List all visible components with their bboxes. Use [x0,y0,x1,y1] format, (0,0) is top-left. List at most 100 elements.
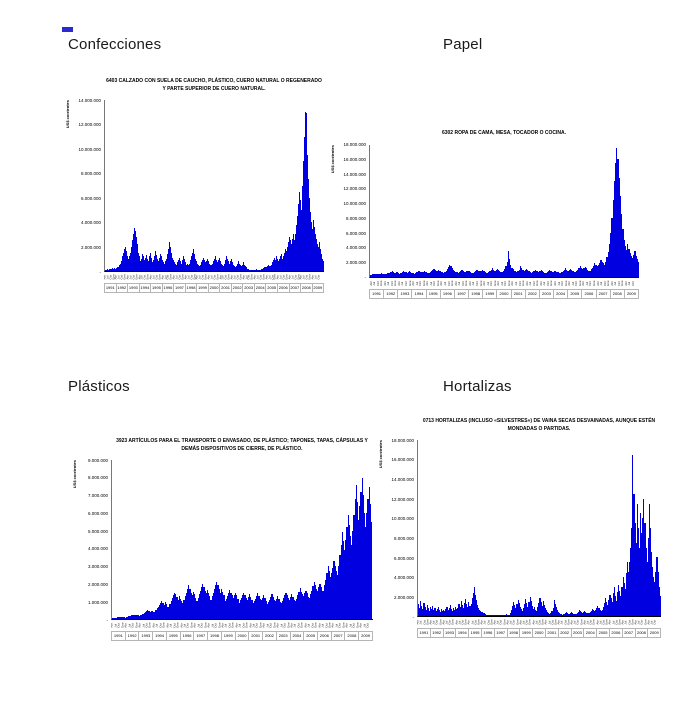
bar [571,269,573,277]
year-label: 2009 [359,632,373,640]
bar [597,606,599,616]
bar [420,601,422,616]
bar [481,612,483,616]
bar [122,252,124,271]
bar [578,267,580,277]
bar [618,584,620,616]
bar [260,269,262,271]
bar [426,272,428,277]
bar [137,615,139,619]
year-label: 1999 [520,629,534,637]
bar [572,613,574,616]
bar [428,272,430,277]
bar [543,605,545,616]
bar [204,260,206,271]
bar [192,591,195,619]
bar [630,255,633,277]
year-label: 1998 [208,632,222,640]
bar [131,240,133,271]
y-tick-label: 16.000.000 [391,457,414,463]
year-label: 1998 [469,289,484,298]
year-label: 1993 [139,632,154,640]
bar [419,608,421,616]
bar [232,597,234,619]
bar [524,269,526,277]
bar [384,274,386,277]
bar [617,159,619,277]
bar [196,263,198,271]
bar [427,608,429,616]
bar [283,256,285,271]
bar [167,606,169,619]
bar [458,272,461,277]
bar [650,552,653,616]
bar [573,613,575,616]
bar [160,603,162,619]
bar [529,272,531,277]
bar [577,269,579,277]
bar [528,602,530,616]
bar [645,547,647,616]
bar [115,617,117,619]
bar [129,615,131,619]
bar [135,615,137,619]
bar [303,136,305,271]
bar [114,617,116,619]
bar [272,596,274,619]
section-heading-confecciones: Confecciones [68,36,162,53]
bar [527,607,529,616]
bar [191,252,193,271]
bar [422,609,424,616]
bar [219,257,221,271]
bar [238,263,240,271]
bar [224,601,226,619]
bar [377,273,379,277]
bar [305,113,307,271]
x-axis-month-labels: EneAbrJulOctEneAbrJulOctEneAbrJulOctEneA… [111,621,373,631]
bar [528,271,530,277]
bar [636,258,639,277]
bar [206,589,209,619]
bar [498,614,501,616]
bar [233,266,235,271]
bar [519,265,522,277]
year-label: 2003 [540,289,555,298]
year-label: 1994 [140,284,152,292]
bar [621,214,623,277]
bar [251,600,253,619]
bar [263,595,265,619]
bar [274,601,277,619]
bar [306,593,308,619]
bar [259,598,261,619]
bar [211,264,213,271]
bar [136,244,138,271]
bar [611,217,613,277]
bar [449,605,451,616]
bar [300,209,302,271]
bar [128,256,130,271]
bar [518,269,520,277]
bar [496,269,498,277]
bar [312,586,314,619]
bar [149,256,151,271]
y-tick-label: 4.000.000 [80,220,101,226]
y-tick-label: 14.000.000 [343,171,366,177]
bar [281,601,284,619]
bar [634,250,636,277]
bar [254,598,257,619]
bar [401,272,403,277]
bar [469,606,471,616]
year-label: 1991 [370,289,385,298]
bar [319,583,321,619]
y-tick-label: 14.000.000 [391,476,414,482]
bar [348,525,350,619]
bar [582,269,584,277]
bar [120,617,122,619]
bar [612,592,614,616]
bar [270,596,272,619]
bar [187,264,189,271]
bar [222,591,224,619]
bar [205,262,207,271]
bar [124,617,127,619]
bar [247,596,250,619]
